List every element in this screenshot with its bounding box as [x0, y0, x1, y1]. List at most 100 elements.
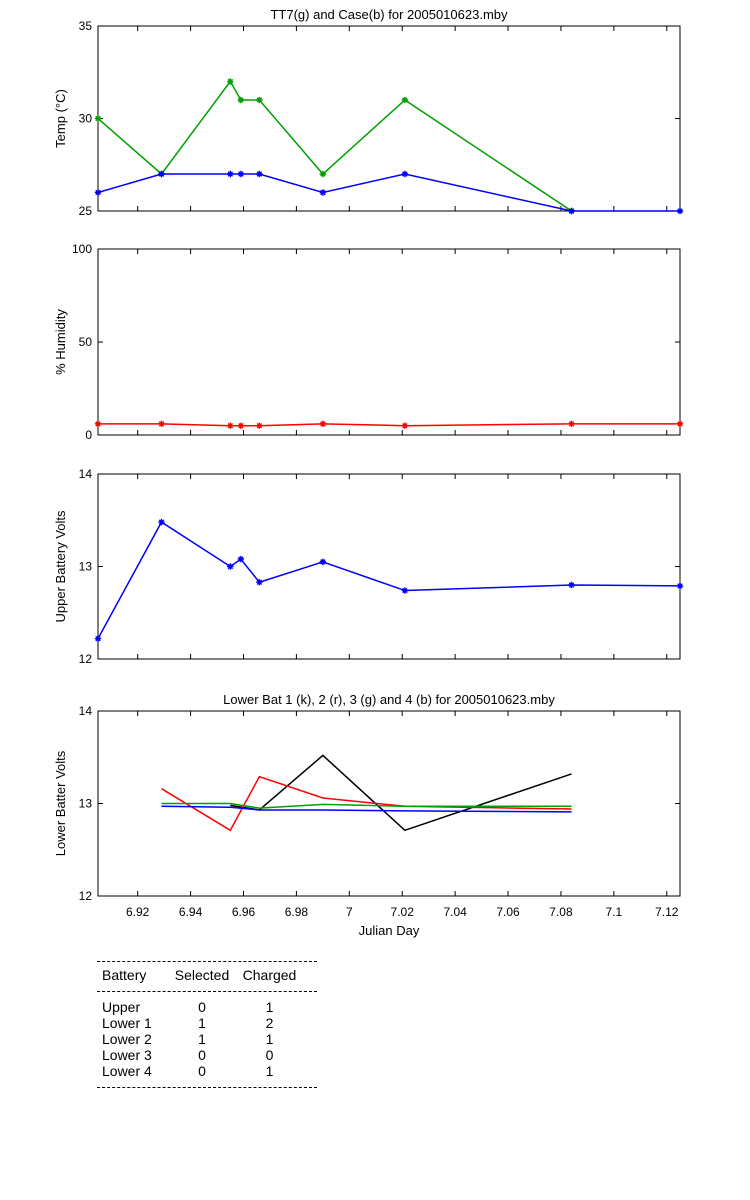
data-point — [401, 170, 409, 178]
x-tick-label: 7.12 — [655, 905, 679, 919]
y-tick-label: 13 — [79, 797, 93, 811]
y-tick-label: 0 — [85, 428, 92, 442]
y-tick-label: 13 — [79, 560, 93, 574]
cell-selected: 1 — [198, 1031, 206, 1047]
series-line — [161, 802, 572, 809]
table-row: Lower 3 0 0 — [97, 1047, 317, 1063]
table-rule-top — [97, 961, 317, 962]
series-line — [97, 173, 680, 212]
y-axis-label: Temp (°C) — [53, 89, 68, 148]
table-body: Upper 0 1 Lower 1 1 2 Lower 2 1 1 Lower … — [97, 999, 317, 1079]
plot-frame — [97, 248, 681, 436]
cell-selected: 0 — [198, 1063, 206, 1079]
data-point — [401, 587, 409, 594]
data-point — [319, 189, 327, 196]
cell-selected: 0 — [198, 1047, 206, 1063]
data-point — [319, 170, 327, 178]
header-battery: Battery — [102, 967, 147, 983]
y-axis-label: Lower Batter Volts — [53, 750, 68, 856]
y-tick-label: 100 — [72, 242, 92, 256]
y-axis-label: % Humidity — [53, 309, 68, 375]
y-tick-label: 25 — [79, 204, 93, 218]
data-point — [568, 207, 575, 215]
series-line — [161, 805, 572, 813]
cell-battery: Upper — [102, 999, 141, 1015]
data-point — [319, 558, 327, 566]
y-tick-label: 14 — [79, 467, 93, 481]
data-point — [676, 420, 684, 428]
cell-charged: 1 — [265, 1031, 274, 1047]
y-tick-label: 14 — [79, 704, 93, 718]
x-tick-label: 6.96 — [232, 905, 256, 919]
y-axis-label: Upper Battery Volts — [53, 510, 68, 622]
data-point — [94, 115, 102, 122]
x-tick-label: 6.98 — [285, 905, 309, 919]
cell-charged: 2 — [265, 1015, 274, 1031]
data-point — [568, 581, 575, 589]
data-point — [401, 422, 409, 429]
cell-selected: 0 — [198, 999, 206, 1015]
series-line — [98, 423, 680, 427]
series-line — [230, 754, 572, 832]
x-axis-label: Julian Day — [359, 923, 420, 938]
data-point — [227, 422, 234, 429]
data-point — [256, 579, 263, 586]
data-point — [256, 422, 263, 429]
plot-frame — [97, 473, 681, 660]
cell-battery: Lower 3 — [102, 1047, 152, 1063]
data-point — [94, 635, 102, 642]
data-point — [94, 420, 102, 428]
x-tick-label: 7.06 — [496, 905, 520, 919]
battery-table: Battery Selected Charged Upper 0 1 Lower… — [97, 961, 317, 1088]
panel-title: Lower Bat 1 (k), 2 (r), 3 (g) and 4 (b) … — [223, 692, 555, 707]
series-line — [97, 521, 681, 640]
header-selected: Selected — [174, 967, 230, 983]
panel-lower-battery: 12 13 14 6.92 6.94 6.96 6.98 7 7.02 7.04 7.06 7.08 7… — [53, 692, 681, 938]
cell-charged: 0 — [265, 1047, 274, 1063]
header-charged: Charged — [242, 967, 297, 983]
panel-upper-battery: 12 13 14 Upper Battery Volts — [53, 467, 684, 666]
data-point — [237, 96, 245, 104]
x-tick-label: 6.94 — [179, 905, 203, 919]
data-point — [401, 96, 409, 104]
cell-selected: 1 — [198, 1015, 206, 1031]
x-tick-label: 7 — [346, 905, 353, 919]
table-header-row: Battery Selected Charged — [97, 967, 317, 983]
y-tick-label: 30 — [79, 112, 93, 126]
data-point — [256, 170, 263, 178]
data-point — [227, 170, 234, 178]
cell-charged: 1 — [265, 999, 274, 1015]
data-point — [256, 96, 263, 104]
panel-title: TT7(g) and Case(b) for 2005010623.mby — [270, 7, 508, 22]
cell-battery: Lower 4 — [102, 1063, 152, 1079]
table-row: Upper 0 1 — [97, 999, 317, 1015]
x-tick-label: 7.02 — [391, 905, 415, 919]
data-point — [237, 422, 245, 429]
data-point — [158, 420, 165, 428]
data-point — [227, 563, 234, 570]
cell-battery: Lower 1 — [102, 1015, 152, 1031]
x-tick-label: 7.1 — [606, 905, 623, 919]
data-point — [676, 207, 684, 215]
panel-humidity: 0 50 100 % Humidity — [53, 242, 684, 442]
panel-temp: 25 30 35 TT7(g) and Case(b) for 2005010623.… — [53, 7, 684, 218]
data-point — [237, 555, 245, 563]
table-row: Lower 4 0 1 — [97, 1063, 317, 1079]
data-point — [237, 170, 245, 178]
y-tick-label: 50 — [79, 335, 93, 349]
table-rule-mid — [97, 991, 317, 992]
x-tick-label: 7.04 — [443, 905, 467, 919]
plot-frame — [97, 25, 681, 212]
data-point — [227, 78, 234, 85]
y-tick-label: 12 — [79, 652, 93, 666]
data-point — [568, 420, 575, 428]
cell-charged: 1 — [265, 1063, 274, 1079]
y-tick-label: 35 — [79, 19, 93, 33]
data-point — [319, 420, 327, 428]
data-point — [158, 518, 165, 526]
table-row: Lower 1 1 2 — [97, 1015, 317, 1031]
x-tick-label: 7.08 — [549, 905, 573, 919]
series-line — [97, 80, 572, 212]
table-rule-bottom — [97, 1087, 317, 1088]
x-tick-label: 6.92 — [126, 905, 150, 919]
